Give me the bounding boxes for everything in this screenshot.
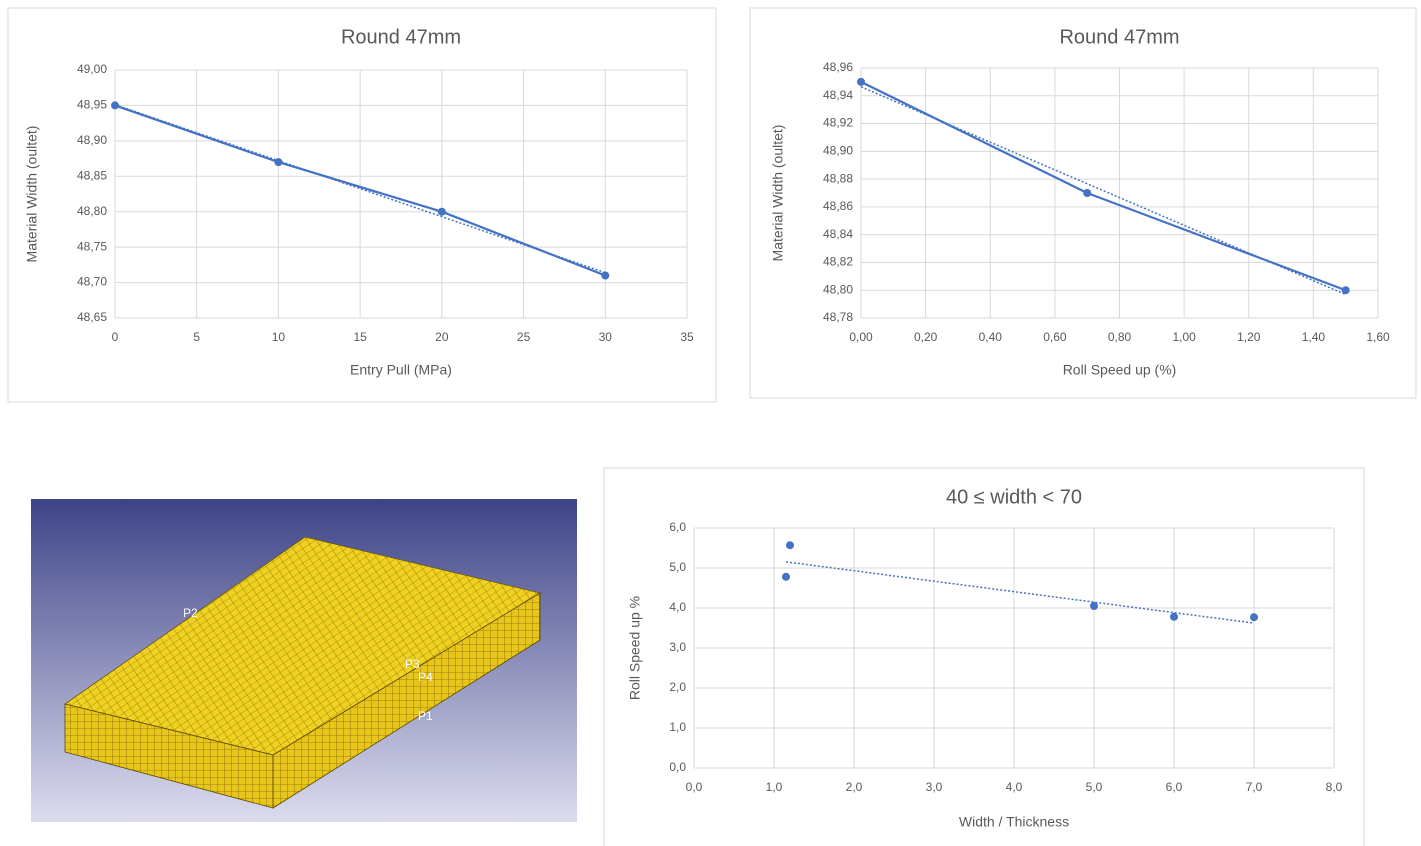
- y-tick-label: 3,0: [669, 640, 686, 654]
- chart: 40 ≤ width < 70 0,0 1,0 2,0 3,0 4,0 5,0 6,0 0,0 1…: [604, 468, 1364, 846]
- y-tick-label: 48,65: [77, 310, 107, 324]
- y-tick-label: 48,82: [823, 255, 853, 269]
- x-tick-label: 0,20: [914, 330, 938, 344]
- x-tick-label: 6,0: [1166, 780, 1183, 794]
- x-axis-label: Width / Thickness: [959, 814, 1069, 830]
- y-tick-label: 48,90: [823, 144, 853, 158]
- point-label: P3: [405, 657, 420, 671]
- x-tick-label: 0,0: [686, 780, 703, 794]
- y-tick-label: 6,0: [669, 520, 686, 534]
- y-axis-label: Material Width (oultet): [770, 125, 786, 262]
- x-tick-label: 8,0: [1326, 780, 1343, 794]
- y-tick-label: 48,90: [77, 133, 107, 147]
- x-tick-label: 20: [435, 330, 449, 344]
- x-tick-label: 3,0: [926, 780, 943, 794]
- point: [786, 541, 794, 549]
- x-tick-label: 30: [599, 330, 613, 344]
- chart-title: 40 ≤ width < 70: [946, 486, 1082, 508]
- x-axis-label: Roll Speed up (%): [1063, 362, 1177, 378]
- x-axis-label: Entry Pull (MPa): [350, 362, 452, 378]
- y-tick-label: 48,75: [77, 239, 107, 253]
- x-tick-label: 35: [680, 330, 694, 344]
- x-tick-label: 10: [272, 330, 286, 344]
- page: P1 P2 P3 P4 Round 47mm 48,65 48,70 48,75 48,…: [0, 0, 1421, 846]
- y-axis-label: Roll Speed up %: [627, 596, 643, 700]
- x-tick-label: 1,60: [1366, 330, 1390, 344]
- y-tick-label: 48,78: [823, 310, 853, 324]
- point-label: P1: [418, 709, 433, 723]
- y-tick-label: 48,95: [77, 98, 107, 112]
- y-axis-label: Material Width (oultet): [24, 126, 40, 263]
- y-tick-label: 4,0: [669, 600, 686, 614]
- y-tick-label: 48,70: [77, 275, 107, 289]
- x-tick-label: 1,40: [1302, 330, 1326, 344]
- x-tick-label: 25: [517, 330, 531, 344]
- chart-title: Round 47mm: [341, 26, 461, 48]
- point: [1083, 189, 1091, 197]
- x-tick-label: 1,00: [1172, 330, 1196, 344]
- y-tick-label: 2,0: [669, 680, 686, 694]
- y-tick-label: 48,94: [823, 88, 853, 102]
- point: [1090, 602, 1098, 610]
- y-tick-label: 5,0: [669, 560, 686, 574]
- x-tick-label: 0,80: [1108, 330, 1132, 344]
- point: [274, 158, 282, 166]
- x-tick-label: 7,0: [1246, 780, 1263, 794]
- chart-title: Round 47mm: [1059, 26, 1179, 48]
- chart: Round 47mm 48,65 48,70 48,75 48,80 48,85 48,90…: [8, 8, 716, 402]
- y-tick-label: 48,92: [823, 116, 853, 130]
- x-tick-label: 1,20: [1237, 330, 1261, 344]
- point-label: P4: [418, 670, 433, 684]
- x-tick-label: 0,60: [1043, 330, 1067, 344]
- y-tick-label: 0,0: [669, 760, 686, 774]
- point-label: P2: [183, 606, 198, 620]
- x-tick-label: 0,40: [979, 330, 1003, 344]
- y-tick-label: 48,88: [823, 171, 853, 185]
- point: [438, 208, 446, 216]
- point: [1250, 613, 1258, 621]
- y-tick-label: 48,84: [823, 227, 853, 241]
- x-tick-label: 4,0: [1006, 780, 1023, 794]
- x-tick-label: 5: [193, 330, 200, 344]
- x-tick-label: 5,0: [1086, 780, 1103, 794]
- y-tick-label: 49,00: [77, 62, 107, 76]
- mesh-figure: P1 P2 P3 P4: [31, 499, 577, 822]
- x-tick-label: 1,0: [766, 780, 783, 794]
- y-tick-label: 1,0: [669, 720, 686, 734]
- x-tick-label: 2,0: [846, 780, 863, 794]
- y-tick-label: 48,80: [77, 204, 107, 218]
- point: [601, 271, 609, 279]
- y-tick-label: 48,96: [823, 60, 853, 74]
- x-tick-label: 15: [353, 330, 367, 344]
- y-tick-label: 48,86: [823, 199, 853, 213]
- chart: Round 47mm 48,78 48,80 48,82 48,84 48,86 48,88…: [750, 8, 1416, 398]
- x-tick-label: 0,00: [849, 330, 873, 344]
- y-tick-label: 48,85: [77, 168, 107, 182]
- point: [857, 78, 865, 86]
- y-tick-label: 48,80: [823, 282, 853, 296]
- point: [111, 101, 119, 109]
- x-tick-label: 0: [112, 330, 119, 344]
- point: [782, 573, 790, 581]
- point: [1170, 613, 1178, 621]
- point: [1342, 286, 1350, 294]
